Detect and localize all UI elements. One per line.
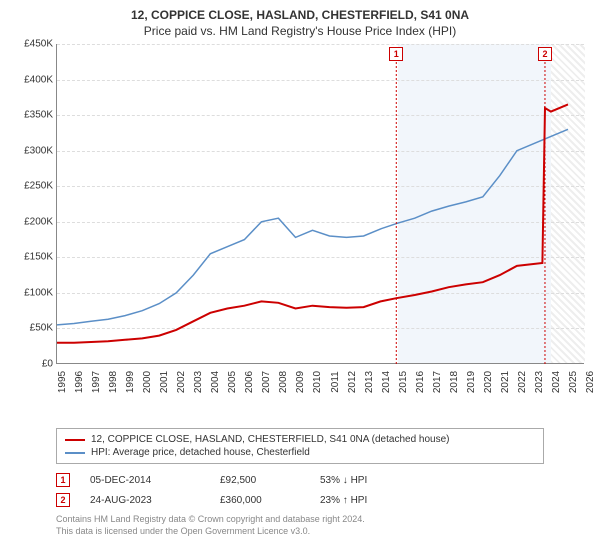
x-tick-label: 2009 xyxy=(295,371,306,393)
y-tick-label: £150K xyxy=(13,252,53,263)
x-tick-label: 2011 xyxy=(330,371,341,393)
legend-item: HPI: Average price, detached house, Ches… xyxy=(65,446,535,459)
footer-line2: This data is licensed under the Open Gov… xyxy=(56,526,588,538)
transaction-price: £360,000 xyxy=(220,495,300,506)
transaction-rows: 1 05-DEC-2014 £92,500 53% ↓ HPI 2 24-AUG-2023… xyxy=(56,470,588,510)
x-tick-label: 2005 xyxy=(227,371,238,393)
x-tick-label: 2016 xyxy=(415,371,426,393)
y-tick-label: £50K xyxy=(13,323,53,334)
x-tick-label: 2002 xyxy=(176,371,187,393)
transaction-delta: 53% ↓ HPI xyxy=(320,475,430,486)
x-tick-label: 1998 xyxy=(108,371,119,393)
y-tick-label: £250K xyxy=(13,181,53,192)
x-tick-label: 2024 xyxy=(551,371,562,393)
footer-line1: Contains HM Land Registry data © Crown c… xyxy=(56,514,588,526)
x-tick-label: 2010 xyxy=(312,371,323,393)
x-tick-label: 2015 xyxy=(398,371,409,393)
chart-marker: 1 xyxy=(389,47,403,61)
x-tick-label: 2025 xyxy=(568,371,579,393)
footer: Contains HM Land Registry data © Crown c… xyxy=(56,514,588,537)
x-tick-label: 2003 xyxy=(193,371,204,393)
x-tick-label: 2001 xyxy=(159,371,170,393)
x-tick-label: 2026 xyxy=(585,371,596,393)
y-tick-label: £350K xyxy=(13,110,53,121)
transaction-date: 24-AUG-2023 xyxy=(90,495,200,506)
x-tick-label: 2019 xyxy=(466,371,477,393)
x-tick-label: 2017 xyxy=(432,371,443,393)
x-tick-label: 2006 xyxy=(244,371,255,393)
transaction-price: £92,500 xyxy=(220,475,300,486)
transaction-delta: 23% ↑ HPI xyxy=(320,495,430,506)
y-tick-label: £450K xyxy=(13,39,53,50)
x-tick-label: 1996 xyxy=(74,371,85,393)
x-tick-label: 1999 xyxy=(125,371,136,393)
transaction-marker: 2 xyxy=(56,493,70,507)
x-tick-label: 2004 xyxy=(210,371,221,393)
y-tick-label: £200K xyxy=(13,216,53,227)
legend-label: 12, COPPICE CLOSE, HASLAND, CHESTERFIELD… xyxy=(91,434,449,445)
x-tick-label: 1995 xyxy=(57,371,68,393)
x-tick-label: 2020 xyxy=(483,371,494,393)
x-tick-label: 2013 xyxy=(364,371,375,393)
x-tick-label: 2021 xyxy=(500,371,511,393)
legend-swatch xyxy=(65,452,85,454)
chart-container: 12, COPPICE CLOSE, HASLAND, CHESTERFIELD… xyxy=(0,0,600,560)
legend-item: 12, COPPICE CLOSE, HASLAND, CHESTERFIELD… xyxy=(65,433,535,446)
transaction-marker: 1 xyxy=(56,473,70,487)
x-tick-label: 2023 xyxy=(534,371,545,393)
chart-title: 12, COPPICE CLOSE, HASLAND, CHESTERFIELD… xyxy=(12,8,588,22)
x-tick-label: 2014 xyxy=(381,371,392,393)
x-tick-label: 2012 xyxy=(347,371,358,393)
series-line xyxy=(57,104,568,342)
chart-marker: 2 xyxy=(538,47,552,61)
chart-subtitle: Price paid vs. HM Land Registry's House … xyxy=(12,24,588,38)
legend-label: HPI: Average price, detached house, Ches… xyxy=(91,447,310,458)
legend-swatch xyxy=(65,439,85,441)
y-tick-label: £400K xyxy=(13,74,53,85)
x-tick-label: 2022 xyxy=(517,371,528,393)
transaction-row: 1 05-DEC-2014 £92,500 53% ↓ HPI xyxy=(56,470,588,490)
chart-area: £0 £50K £100K £150K £200K £250K £300K £350K £400… xyxy=(12,44,588,394)
x-tick-label: 2000 xyxy=(142,371,153,393)
legend: 12, COPPICE CLOSE, HASLAND, CHESTERFIELD… xyxy=(56,428,544,464)
x-tick-label: 2007 xyxy=(261,371,272,393)
y-tick-label: £100K xyxy=(13,287,53,298)
y-tick-label: £300K xyxy=(13,145,53,156)
transaction-row: 2 24-AUG-2023 £360,000 23% ↑ HPI xyxy=(56,490,588,510)
y-tick-label: £0 xyxy=(13,359,53,370)
plot-area: £0£50K£100K£150K£200K£250K£300K£350K£400… xyxy=(56,44,584,364)
series-line xyxy=(57,129,568,325)
x-tick-label: 1997 xyxy=(91,371,102,393)
transaction-date: 05-DEC-2014 xyxy=(90,475,200,486)
x-tick-label: 2008 xyxy=(278,371,289,393)
x-tick-label: 2018 xyxy=(449,371,460,393)
series-svg xyxy=(57,44,584,363)
